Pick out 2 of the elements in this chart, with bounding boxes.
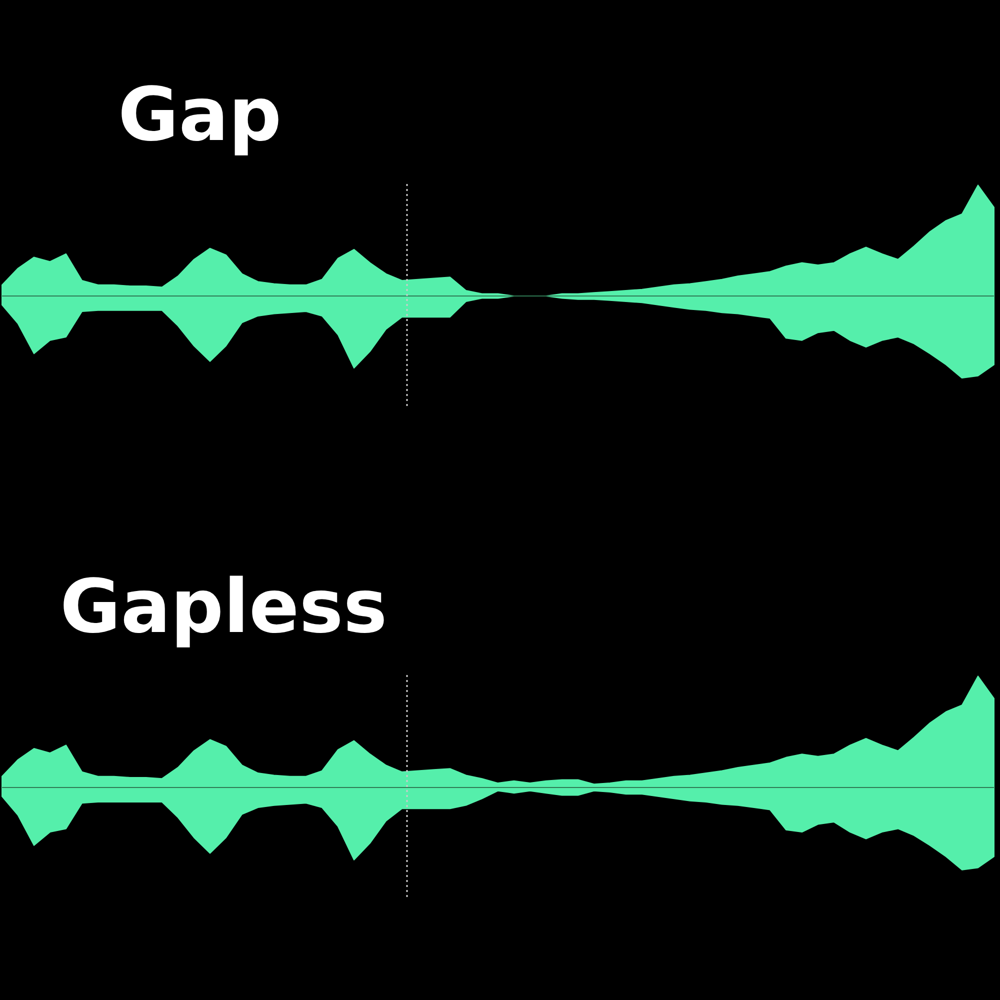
chart-title: Gapless bbox=[60, 564, 388, 650]
chart-title: Gap bbox=[118, 72, 282, 158]
